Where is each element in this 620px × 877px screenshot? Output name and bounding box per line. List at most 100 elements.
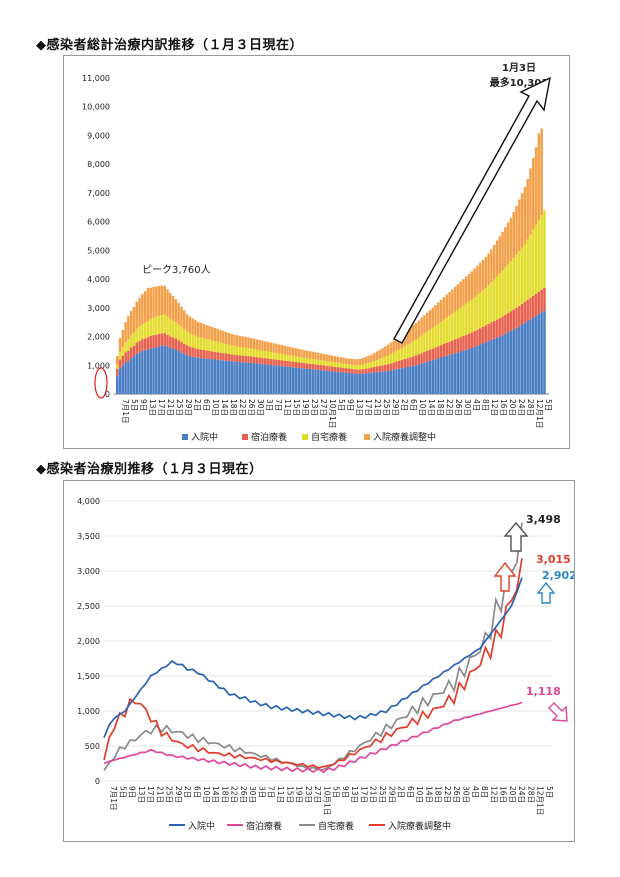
bar-segment	[305, 368, 309, 394]
bar-segment	[152, 348, 155, 394]
bar-segment	[375, 366, 379, 373]
bar-segment	[300, 362, 303, 369]
bar-segment	[487, 323, 490, 342]
bar-segment	[333, 362, 337, 367]
bar-segment	[222, 343, 225, 354]
bar-segment	[247, 348, 250, 357]
x-tick-label: 11日	[283, 399, 292, 416]
bar-segment	[286, 354, 289, 361]
bar-segment	[121, 355, 125, 366]
bar-segment	[336, 356, 340, 363]
bar-segment	[183, 353, 186, 394]
bar-segment	[210, 359, 214, 394]
bar-segment	[328, 361, 331, 367]
bar-segment	[261, 350, 264, 358]
bar-segment	[325, 365, 328, 371]
bar-segment	[389, 354, 393, 364]
bar-segment	[325, 361, 328, 366]
legend-swatch	[242, 434, 248, 440]
bar-segment	[322, 370, 326, 394]
bar-segment	[495, 240, 499, 277]
bar-segment	[132, 356, 136, 394]
bar-segment	[358, 365, 362, 370]
x-tick-label: 2日	[183, 786, 192, 798]
bar-segment	[526, 239, 529, 300]
zero-highlight-ellipse	[94, 367, 108, 399]
line-chart: 0 500 1,000 1,500 2,000 2,500 3,000 3,500 4,000 7…	[77, 497, 577, 832]
bar-segment	[501, 316, 504, 336]
bar-segment	[487, 341, 490, 394]
bar-segment	[465, 334, 468, 350]
bar-segment	[462, 305, 465, 336]
x-tick-label: 22日	[238, 399, 247, 416]
bar-segment	[199, 322, 203, 338]
bar-segment	[238, 335, 242, 347]
bar-segment	[481, 343, 485, 394]
bar-segment	[367, 368, 370, 374]
bar-segment	[386, 355, 390, 365]
bar-segment	[336, 362, 340, 368]
bar-segment	[272, 359, 275, 366]
bar-segment	[163, 314, 166, 334]
bar-segment	[238, 355, 242, 363]
bar-segment	[367, 362, 370, 369]
bar-segment	[344, 358, 348, 364]
bar-segment	[291, 361, 295, 368]
bar-segment	[434, 304, 437, 326]
bar-segment	[484, 325, 488, 343]
bar-segment	[213, 341, 217, 352]
bar-segment	[277, 359, 281, 366]
bar-segment	[523, 186, 527, 245]
bar-segment	[425, 361, 429, 394]
bar-segment	[132, 345, 136, 357]
bar-segment	[431, 348, 435, 361]
bar-segment	[484, 256, 488, 288]
bar-segment	[208, 325, 211, 340]
x-tick-label: 22日	[445, 399, 454, 416]
bar-segment	[138, 352, 141, 394]
bar-segment	[339, 363, 342, 368]
bar-segment	[350, 373, 354, 394]
peak-annotation: ピーク3,760人	[142, 264, 211, 276]
bar-segment	[395, 369, 398, 394]
bar-segment	[534, 224, 538, 294]
bar-segment	[300, 349, 303, 358]
end-label-shukuhaku: 1,118	[526, 685, 561, 698]
bar-segment	[224, 353, 228, 361]
bar-segment	[467, 301, 471, 334]
bar-segment	[409, 366, 412, 394]
bar-segment	[350, 368, 354, 374]
x-tick-label: 4日	[472, 399, 481, 411]
x-tick-label: 5日	[545, 786, 554, 798]
bar-segment	[303, 363, 306, 369]
x-tick-label: 2日	[400, 399, 409, 411]
bar-segment	[361, 373, 365, 394]
bar-segment	[185, 331, 189, 346]
bar-segment	[155, 334, 158, 348]
bar-segment	[255, 357, 259, 364]
bar-segment	[386, 371, 390, 394]
bar-segment	[331, 361, 334, 367]
bar-segment	[403, 346, 407, 359]
bar-segment	[171, 320, 175, 338]
bar-segment	[509, 217, 513, 261]
bar-segment	[213, 359, 217, 394]
x-tick-label: 9日	[128, 786, 137, 798]
bar-segment	[247, 362, 250, 394]
bar-segment	[492, 321, 496, 339]
y-tick-label: 3,000	[77, 567, 100, 576]
bar-segment	[339, 367, 342, 373]
x-tick-label: 9日	[139, 399, 148, 411]
bar-segment	[116, 369, 119, 377]
x-tick-label: 5日	[118, 786, 127, 798]
bar-segment	[127, 350, 130, 361]
latest-date-annotation: 1月3日	[502, 62, 536, 74]
bar-segment	[227, 353, 231, 361]
bar-segment	[250, 338, 253, 349]
bar-segment	[216, 328, 220, 342]
bar-segment	[118, 359, 122, 369]
x-tick-label: 17日	[157, 399, 166, 416]
bar-segment	[467, 333, 471, 349]
bar-segment	[188, 346, 192, 357]
bar-segment	[414, 323, 418, 340]
